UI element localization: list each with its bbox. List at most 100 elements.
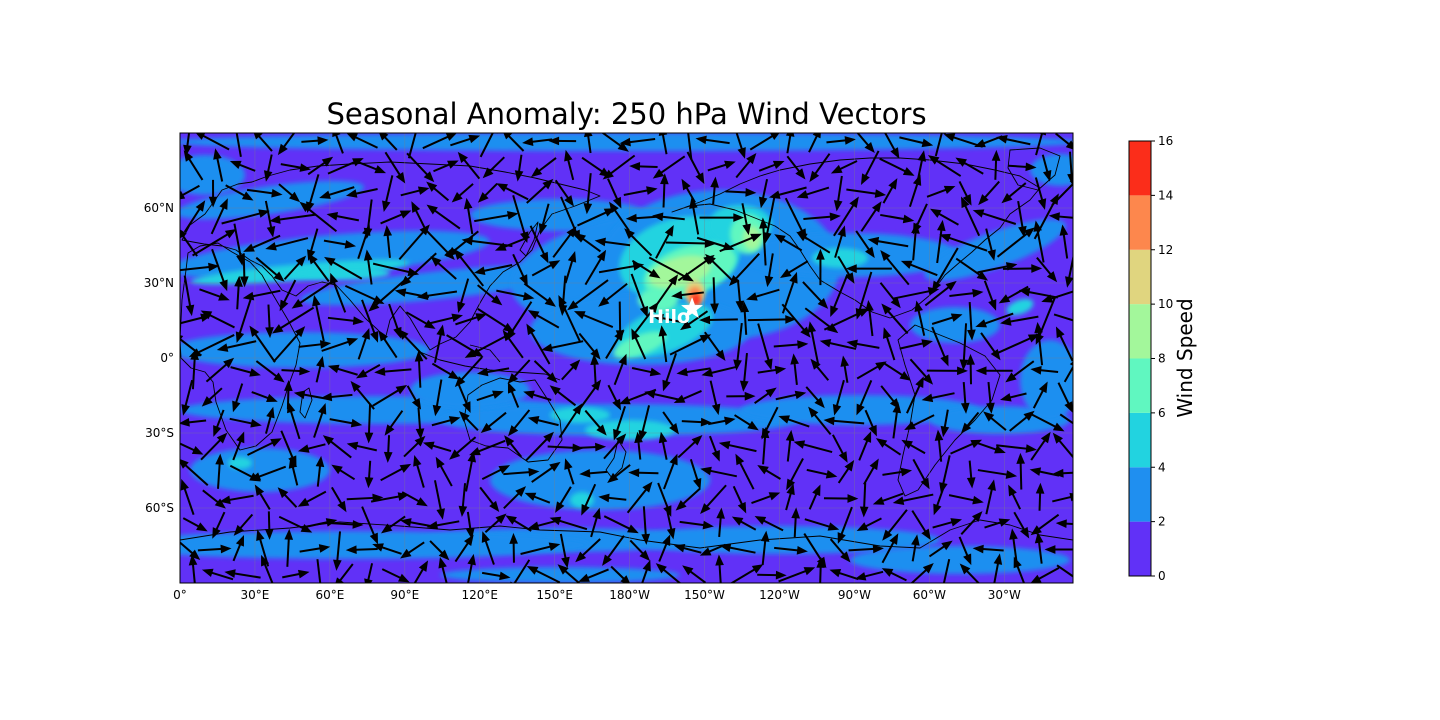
wind-vector bbox=[1035, 482, 1045, 511]
wind-vector bbox=[496, 289, 535, 301]
wind-vector bbox=[279, 279, 297, 312]
wind-vector bbox=[959, 563, 980, 583]
wind-vector bbox=[590, 353, 599, 385]
wind-vector bbox=[530, 157, 557, 178]
coastline-north-america bbox=[671, 157, 1041, 319]
wind-vector bbox=[631, 366, 662, 377]
wind-vector bbox=[561, 359, 581, 381]
wind-vector bbox=[234, 275, 243, 310]
wind-vector bbox=[584, 409, 607, 436]
wind-vector bbox=[323, 256, 363, 280]
wind-vector bbox=[760, 427, 770, 465]
wind-vector bbox=[415, 407, 425, 440]
wind-vector bbox=[264, 511, 274, 540]
wind-vector bbox=[345, 188, 378, 198]
wind-vector bbox=[435, 456, 453, 487]
wind-vector bbox=[523, 282, 556, 307]
wind-vector bbox=[426, 204, 461, 230]
wind-vector bbox=[477, 284, 503, 306]
wind-vector bbox=[567, 279, 609, 311]
wind-vector bbox=[297, 443, 326, 453]
wind-vector bbox=[700, 466, 738, 478]
wind-vector bbox=[626, 481, 653, 514]
wind-vector bbox=[455, 313, 487, 326]
wind-vector bbox=[457, 151, 481, 180]
wind-vector bbox=[474, 211, 519, 223]
wind-vector bbox=[1000, 392, 1027, 402]
wind-vector bbox=[229, 160, 256, 172]
wind-vector bbox=[374, 367, 412, 376]
wind-vector bbox=[316, 559, 325, 583]
wind-vector bbox=[503, 467, 540, 477]
wind-vector bbox=[321, 337, 359, 352]
wind-vector bbox=[911, 222, 920, 261]
wind-vector bbox=[848, 544, 884, 554]
wind-vector bbox=[1030, 431, 1051, 461]
x-tick-label: 0° bbox=[173, 588, 187, 602]
wind-vector bbox=[780, 260, 809, 278]
wind-vector bbox=[327, 364, 358, 376]
wind-vector bbox=[182, 517, 208, 532]
map-panel: Hilo bbox=[179, 132, 1074, 584]
wind-vector bbox=[287, 401, 301, 440]
colorbar-label: Wind Speed bbox=[1173, 298, 1197, 417]
wind-vector bbox=[381, 568, 410, 583]
wind-vector bbox=[548, 136, 577, 146]
wind-vector bbox=[926, 366, 968, 376]
contour-region bbox=[190, 448, 330, 492]
wind-vector bbox=[457, 278, 470, 313]
contour-region bbox=[550, 407, 610, 423]
wind-vector bbox=[928, 540, 953, 558]
wind-vector bbox=[509, 532, 518, 563]
wind-vector bbox=[881, 568, 907, 582]
wind-vector bbox=[881, 303, 909, 335]
wind-vector bbox=[598, 493, 627, 503]
wind-vector bbox=[805, 386, 825, 409]
wind-vector bbox=[892, 401, 902, 439]
wind-vector bbox=[740, 301, 750, 335]
wind-vector bbox=[865, 300, 874, 337]
wind-vector bbox=[372, 543, 402, 555]
wind-vector bbox=[481, 531, 495, 565]
wind-vector bbox=[346, 133, 378, 149]
wind-vector bbox=[879, 282, 901, 309]
wind-vector bbox=[867, 236, 909, 248]
coastlines bbox=[180, 147, 1073, 549]
wind-vector bbox=[307, 156, 334, 176]
wind-vector bbox=[327, 316, 365, 326]
wind-vector bbox=[1048, 212, 1073, 221]
wind-vector bbox=[775, 390, 807, 401]
wind-vector bbox=[734, 414, 759, 431]
wind-vector bbox=[301, 136, 329, 145]
wind-vector bbox=[863, 458, 879, 485]
wind-vector bbox=[1053, 313, 1073, 322]
wind-vector bbox=[426, 520, 460, 530]
place-marker[interactable]: Hilo bbox=[648, 297, 704, 328]
wind-vector bbox=[1056, 564, 1073, 578]
wind-vector bbox=[778, 415, 810, 428]
wind-vector bbox=[403, 435, 426, 458]
wind-vector bbox=[457, 382, 471, 413]
colorbar-band bbox=[1129, 195, 1151, 250]
wind-vector bbox=[786, 458, 804, 491]
wind-vector bbox=[482, 156, 505, 179]
wind-vector bbox=[960, 411, 980, 434]
wind-vector bbox=[978, 180, 1000, 206]
y-tick-label: 30°S bbox=[145, 426, 174, 440]
wind-vector bbox=[180, 478, 195, 516]
wind-vector bbox=[602, 535, 625, 566]
wind-vector bbox=[577, 379, 602, 411]
wind-vector bbox=[312, 294, 325, 342]
wind-vector bbox=[983, 411, 1007, 431]
wind-vector bbox=[484, 513, 507, 533]
wind-vector bbox=[631, 328, 647, 360]
colorbar-band bbox=[1129, 467, 1151, 522]
wind-vector bbox=[531, 461, 561, 483]
wind-vector bbox=[808, 133, 821, 153]
wind-vector bbox=[699, 213, 745, 222]
wind-vector bbox=[212, 511, 226, 539]
wind-vector bbox=[972, 544, 1004, 554]
wind-vector bbox=[590, 507, 601, 538]
wind-vector bbox=[564, 149, 575, 181]
